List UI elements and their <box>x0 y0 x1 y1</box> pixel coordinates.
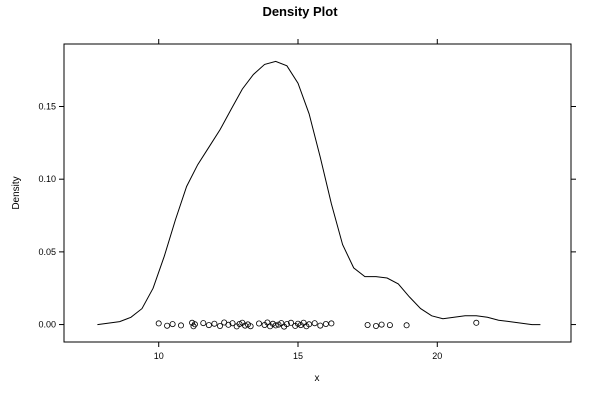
data-point <box>189 319 196 326</box>
data-point <box>272 322 279 329</box>
rug-points-layer <box>155 319 480 330</box>
y-tick-label: 0.10 <box>38 174 56 184</box>
data-point <box>473 319 480 326</box>
data-point <box>275 321 282 328</box>
x-axis-label: x <box>315 373 320 384</box>
data-point <box>236 320 243 327</box>
data-point <box>155 320 162 327</box>
data-point <box>283 321 290 328</box>
data-point <box>216 322 223 329</box>
data-point <box>306 321 313 328</box>
density-curve-layer <box>97 60 541 326</box>
data-point <box>378 321 385 328</box>
axis-ticks: 10 15 20 0.00 0.05 0.10 0.15 <box>38 39 576 361</box>
data-point <box>287 319 294 326</box>
x-tick-label: 15 <box>293 351 303 361</box>
data-point <box>164 322 171 329</box>
data-point <box>364 321 371 328</box>
data-point <box>177 322 184 329</box>
density-curve <box>97 60 541 326</box>
data-point <box>200 320 207 327</box>
data-point <box>403 322 410 329</box>
data-point <box>169 321 176 328</box>
data-point <box>328 320 335 327</box>
plot-frame <box>63 43 572 343</box>
data-point <box>205 322 212 329</box>
x-tick-label: 20 <box>432 351 442 361</box>
data-point <box>386 322 393 329</box>
data-point <box>229 320 236 327</box>
data-point <box>317 322 324 329</box>
y-tick-label: 0.05 <box>38 247 56 257</box>
y-axis-label: Density <box>11 176 22 209</box>
data-point <box>247 323 254 330</box>
data-point <box>322 320 329 327</box>
data-point <box>191 321 198 328</box>
x-tick-label: 10 <box>154 351 164 361</box>
data-point <box>372 322 379 329</box>
y-tick-label: 0.15 <box>38 102 56 112</box>
data-point <box>311 320 318 327</box>
data-point <box>294 320 301 327</box>
chart-title: Density Plot <box>262 4 338 19</box>
data-point <box>255 320 262 327</box>
data-point <box>211 320 218 327</box>
y-tick-label: 0.00 <box>38 320 56 330</box>
data-point <box>225 321 232 328</box>
